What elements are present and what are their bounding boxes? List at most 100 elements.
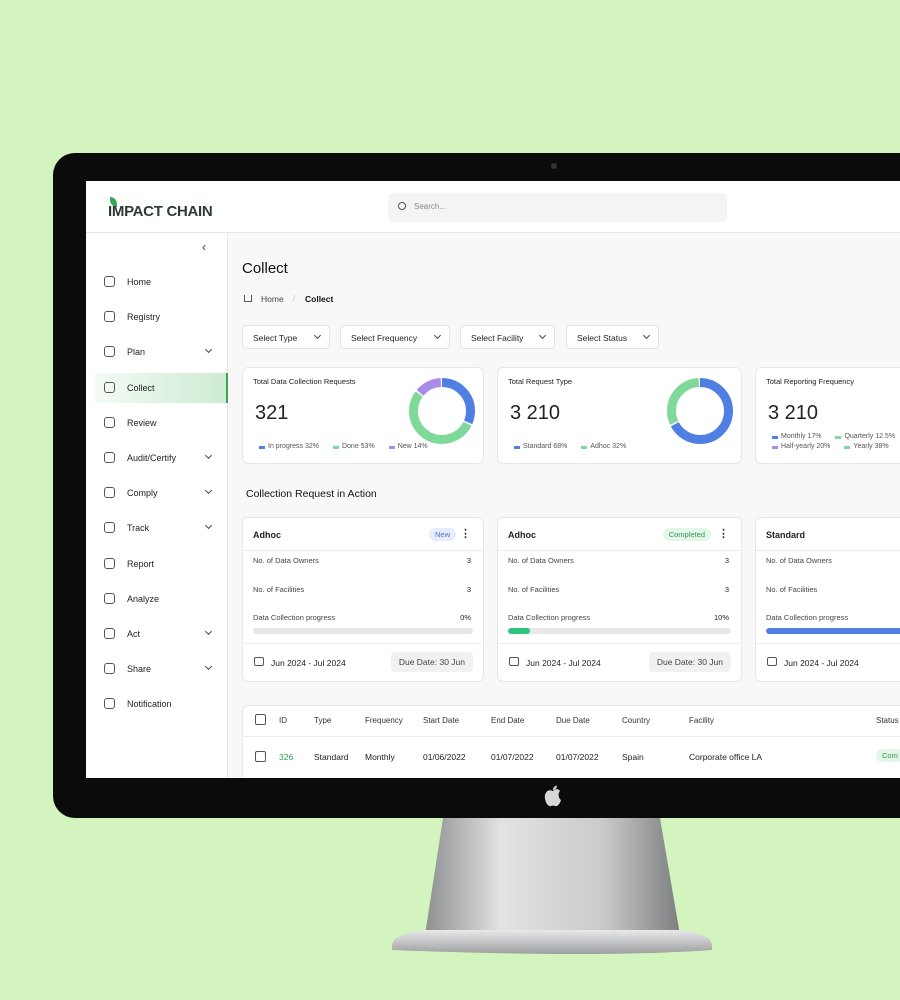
nav-item[interactable]: Audit/Certify	[95, 443, 228, 473]
checkbox[interactable]	[255, 714, 266, 725]
nav-icon	[104, 276, 115, 287]
table-cell: 01/07/2022	[556, 752, 599, 762]
page-title: Collect	[242, 260, 288, 277]
nav-item[interactable]: Review	[95, 408, 228, 438]
donut-segment	[667, 378, 733, 444]
donut	[409, 378, 475, 444]
nav-label: Registry	[127, 312, 161, 323]
nav-item[interactable]: Share	[95, 654, 228, 684]
legend-entry: Half-yearly 20%	[766, 443, 831, 450]
filter-label: Select Type	[253, 333, 298, 343]
row-value: 3	[466, 556, 471, 565]
filter-dropdown[interactable]: Select Status	[566, 325, 659, 349]
logo: IMPACT CHAIN	[108, 203, 213, 220]
nav-label: Review	[127, 417, 157, 428]
nav-item[interactable]: Registry	[95, 302, 228, 332]
divider	[243, 643, 483, 644]
progress-track	[766, 628, 900, 634]
donut-segment	[667, 378, 733, 444]
chevron[interactable]	[204, 663, 213, 671]
card-type: Adhoc	[508, 530, 536, 540]
nav-label: Report	[127, 558, 155, 569]
nav-item[interactable]: Comply	[95, 478, 228, 508]
breadcrumb-sep: /	[293, 294, 296, 303]
stand	[425, 818, 680, 935]
legend-entry: Yearly 38%	[838, 443, 889, 450]
search-box[interactable]: Search...	[388, 193, 727, 222]
nav-item[interactable]: Plan	[95, 337, 228, 367]
filter-dropdown[interactable]: Select Facility	[460, 325, 555, 349]
legend: Monthly 17% Quarterly 12.5% Half-yearly 20…	[766, 433, 900, 450]
breadcrumb[interactable]: Home	[261, 294, 284, 304]
nav-label: Act	[127, 629, 141, 639]
filter-dropdown[interactable]: Select Frequency	[340, 325, 450, 349]
divider	[498, 643, 741, 644]
donut-segment	[409, 378, 475, 444]
row-label: No. of Facilities	[253, 585, 305, 594]
table-cell: Corporate office LA	[689, 752, 763, 762]
nav-item[interactable]: Home	[95, 267, 228, 297]
checkbox[interactable]	[255, 751, 266, 762]
period: Jun 2024 - Jul 2024	[784, 658, 859, 668]
camera	[551, 163, 557, 169]
nav-label: Home	[127, 277, 152, 287]
more-button[interactable]: ⋮	[460, 528, 471, 540]
chevron[interactable]	[204, 627, 213, 636]
table-cell: 01/07/2022	[491, 752, 534, 762]
breadcrumb: Collect	[305, 294, 334, 304]
legend: In progress 32% Done 53% New 14%	[253, 443, 443, 450]
divider	[498, 550, 741, 551]
chevron[interactable]	[204, 346, 213, 354]
donut	[667, 378, 733, 444]
chevron[interactable]	[204, 522, 213, 530]
table-cell[interactable]: 326	[279, 752, 294, 762]
nav-item[interactable]: Analyze	[95, 584, 228, 614]
nav-icon	[104, 416, 115, 428]
legend-entry: In progress 32%	[253, 443, 319, 450]
chevron[interactable]	[204, 487, 213, 495]
legend-entry: New 14%	[382, 443, 428, 450]
calendar-icon	[509, 657, 519, 666]
chevron[interactable]	[204, 451, 213, 460]
more-button[interactable]: ⋮	[718, 528, 729, 540]
sidebar: ‹‹HomeRegistryPlanCollectReviewAudit/Cer…	[86, 233, 228, 778]
column-header: Type	[314, 716, 332, 725]
row-label: No. of Data Owners	[766, 556, 832, 565]
nav-item[interactable]: Report	[95, 549, 228, 579]
nav-item[interactable]: Collect	[95, 372, 228, 403]
nav-item[interactable]: Act	[95, 619, 228, 649]
nav-icon	[104, 557, 115, 569]
column-header: Status	[876, 716, 899, 725]
column-header: Facility	[689, 716, 714, 725]
column-header: Start Date	[423, 716, 460, 725]
filter-label: Select Facility	[471, 333, 524, 343]
nav-item[interactable]: Track	[95, 513, 228, 543]
nav-icon	[104, 487, 115, 499]
nav-label: Share	[127, 664, 152, 675]
filter-dropdown[interactable]: Select Type	[242, 325, 330, 349]
divider	[756, 550, 900, 551]
column-header: End Date	[491, 716, 525, 725]
nav-label: Notification	[127, 699, 172, 710]
home-icon	[244, 295, 252, 302]
summary-card: Total Data Collection Requests 321 In prog…	[242, 367, 484, 464]
column-header: Due Date	[556, 716, 590, 725]
nav-label: Track	[127, 523, 150, 534]
nav-label: Plan	[127, 347, 146, 358]
column-header: Frequency	[365, 716, 403, 725]
due-date: Due Date: 30 Jun	[390, 652, 473, 672]
card-title: Total Data Collection Requests	[253, 377, 356, 386]
summary-card: Total Reporting Frequency 3 210 Monthly 17…	[755, 367, 900, 464]
nav-icon	[104, 592, 115, 604]
nav-label: Audit/Certify	[127, 453, 177, 463]
chevron	[642, 331, 651, 340]
row-value: 3	[466, 585, 471, 594]
table-cell: Standard	[314, 752, 349, 762]
progress-bar	[508, 628, 531, 634]
legend-entry: Monthly 17%	[766, 433, 822, 440]
nav-item[interactable]: Notification	[95, 689, 228, 719]
nav-icon	[104, 698, 115, 710]
column-header: Country	[622, 716, 651, 725]
legend-entry: Standard 68%	[508, 443, 568, 450]
